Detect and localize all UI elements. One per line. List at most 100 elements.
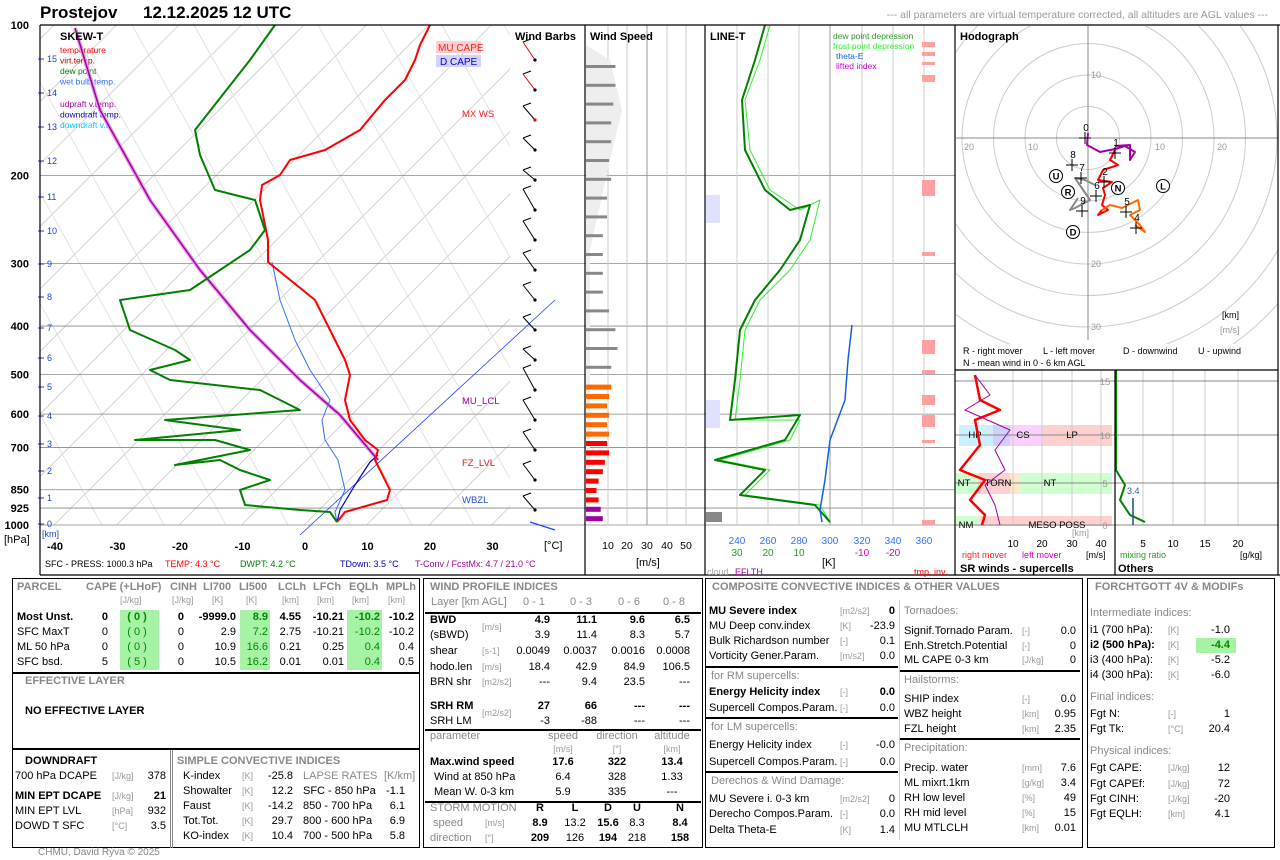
mixing-ratio-legend: mixing ratio xyxy=(1120,550,1166,560)
downdraft-label: MIN EPT DCAPE xyxy=(15,790,102,802)
isotherm xyxy=(116,130,510,525)
temp-unit: [°C] xyxy=(544,540,562,552)
wind-speed-bar xyxy=(586,384,612,390)
forchtgott-label: i4 (300 hPa): xyxy=(1090,669,1153,681)
li500-highlight xyxy=(240,625,270,640)
wind-profile-label: shear xyxy=(430,645,458,657)
dry-adiabat xyxy=(876,25,1156,525)
composite-label: RH mid level xyxy=(904,807,967,819)
wind-profile-value: 8.3 xyxy=(629,629,645,641)
param-value: 6.4 xyxy=(555,771,571,783)
composite-label: SHIP index xyxy=(904,693,959,705)
downdraft-value: 378 xyxy=(147,770,166,782)
wind-speed-bar xyxy=(586,459,605,465)
sr-km-unit: [km] xyxy=(1072,528,1089,538)
temp-inversion-marker xyxy=(922,415,935,427)
isotherm xyxy=(40,25,305,290)
wind-barb-staff xyxy=(522,105,536,121)
param-header: altitude xyxy=(654,730,690,742)
cloud-legend: cloud xyxy=(707,567,729,577)
cloud-layer xyxy=(706,195,720,223)
pressure-label: 400 xyxy=(11,321,29,333)
sfc-pressure: SFC - PRESS: 1000.3 hPa xyxy=(45,559,153,569)
wind-barb-staff xyxy=(522,169,536,181)
composite-label: MU MTLCLH xyxy=(904,822,969,834)
wind-barb-staff xyxy=(522,284,536,301)
skewt-title: SKEW-T xyxy=(60,31,103,43)
wind-barb-staff xyxy=(522,73,536,91)
hodo-legend-r: R - right mover xyxy=(963,346,1023,356)
forchtgott-value: -5.2 xyxy=(1211,654,1230,666)
layer-header: 0 - 1 xyxy=(522,596,545,608)
others-tick: 20 xyxy=(1232,539,1244,550)
composite-value: 0.0 xyxy=(879,808,895,820)
storm-direction: 126 xyxy=(565,832,585,844)
composite-label: Derecho Compos.Param. xyxy=(709,808,834,820)
updraft-virtual-temp-shade xyxy=(73,27,380,462)
skewt-legend-item: downdraft temp. xyxy=(60,110,121,120)
composite-label: Energy Helicity index xyxy=(709,739,812,751)
forchtgott-title: FORCHTGOTT 4V & MODIFs xyxy=(1095,581,1244,593)
wind-barb-flag xyxy=(522,428,532,433)
wind-speed-tick: 40 xyxy=(661,540,673,552)
composite-unit: [-] xyxy=(840,740,848,750)
forchtgott-section: Final indices: xyxy=(1090,691,1155,703)
hodograph-km-cross xyxy=(1066,159,1078,171)
max-wind-speed-marker: MX WS xyxy=(462,109,494,120)
parcel-lclh: 4.55 xyxy=(279,611,301,623)
hodograph-km-label: 6 xyxy=(1094,181,1100,192)
parcel-lclh: 2.75 xyxy=(279,626,301,638)
composite-value: 2.35 xyxy=(1054,723,1076,735)
storm-motion-label: L xyxy=(1160,182,1166,193)
effective-layer-title: EFFECTIVE LAYER xyxy=(25,675,125,687)
forchtgott-value: 20.4 xyxy=(1208,723,1230,735)
wind-barb-staff xyxy=(522,137,536,151)
composite-border xyxy=(705,578,1083,848)
panel-frames xyxy=(39,24,1280,576)
parcel-cinh: 0 xyxy=(177,656,184,668)
param-value: 1.33 xyxy=(661,771,683,783)
isotherm xyxy=(40,25,492,478)
parcel-li700: 2.9 xyxy=(220,626,236,638)
downdraft-label: DOWD T SFC xyxy=(15,820,85,832)
others-title: Others xyxy=(1118,563,1153,575)
param-header: direction xyxy=(596,730,638,742)
wind-speed-bar xyxy=(586,422,607,428)
isotherm xyxy=(303,318,510,525)
composite-value: -23.9 xyxy=(869,620,895,632)
storm-motion-label: N xyxy=(1115,184,1122,195)
lapse-rate-value: -1.1 xyxy=(386,785,405,797)
storm-motion-col: N xyxy=(676,802,684,814)
layer-header: 0 - 6 xyxy=(617,596,640,608)
wet-bulb-zero-marker: WBZL xyxy=(462,495,488,506)
sounding-datetime: 12.12.2025 12 UTC xyxy=(143,3,292,22)
hodograph-km-label: 8 xyxy=(1070,150,1076,161)
composite-value: 0.1 xyxy=(879,635,895,647)
downdraft-unit: [hPa] xyxy=(112,806,134,816)
forchtgott-value: 4.1 xyxy=(1214,808,1230,820)
wind-profile-label: BRN shr xyxy=(430,676,472,688)
hodograph-km-label: 7 xyxy=(1079,163,1085,174)
theta-e-curve xyxy=(819,324,853,523)
wind-barb-staff xyxy=(522,495,536,511)
wind-speed-bar xyxy=(586,253,603,256)
composite-unit: [-] xyxy=(840,687,848,697)
composite-title: COMPOSITE CONVECTIVE INDICES & OTHER VAL… xyxy=(712,581,1000,593)
eqlh-highlight xyxy=(347,625,382,640)
isotherm xyxy=(40,25,367,353)
isotherm xyxy=(40,25,180,165)
isotherm xyxy=(554,25,1054,525)
composite-label: Precip. water xyxy=(904,762,969,774)
simple-index-unit: [K] xyxy=(242,801,254,811)
simple-index-label: Faust xyxy=(183,800,211,812)
wind-profile-value: 84.9 xyxy=(623,661,645,673)
temp-inversion-marker xyxy=(922,180,935,196)
simple-index-label: Showalter xyxy=(183,785,232,797)
pressure-label: 600 xyxy=(11,409,29,421)
wind-barb-dot xyxy=(533,388,537,392)
simple-index-label: KO-index xyxy=(183,830,229,842)
cloud-bar xyxy=(706,512,722,522)
downdraft-unit: [J/kg] xyxy=(112,791,134,801)
forchtgott-unit: [°C] xyxy=(1168,724,1184,734)
